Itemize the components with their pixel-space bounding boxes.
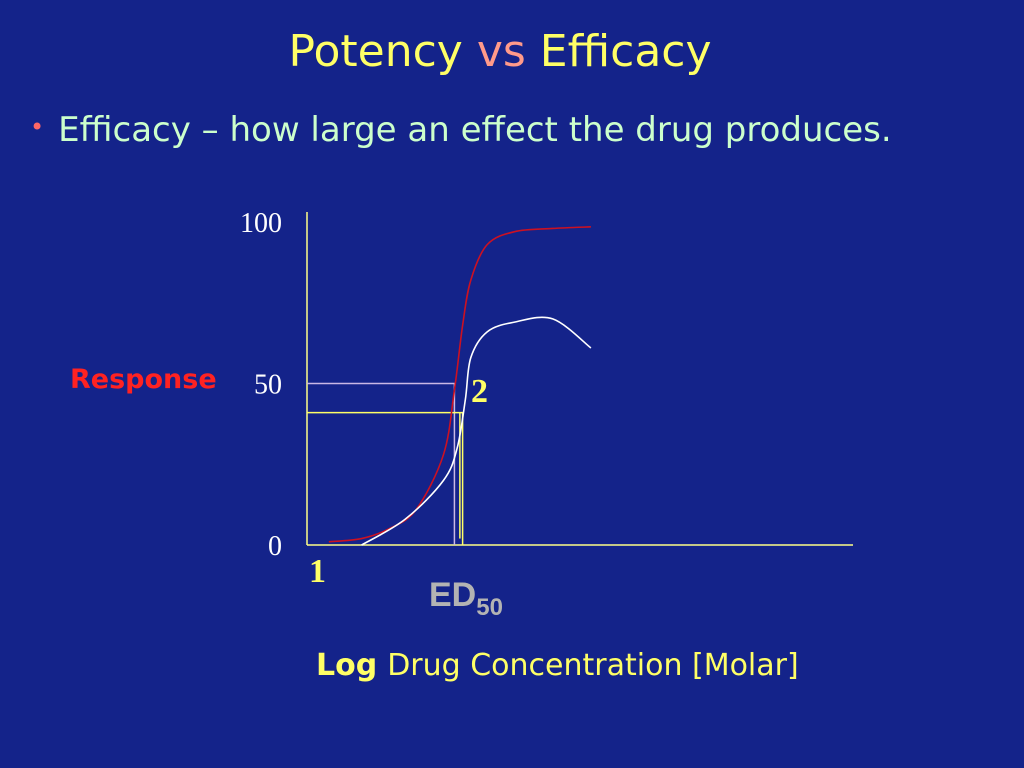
y-tick-50: 50	[254, 370, 282, 401]
ed50-subscript: 50	[476, 594, 503, 621]
x-axis-label-text: Drug Concentration [Molar]	[387, 648, 799, 683]
title-efficacy: Efficacy	[539, 26, 712, 77]
bullet-point: • Efficacy – how large an effect the drug…	[30, 110, 892, 150]
slide-title: Potency vs Efficacy	[0, 26, 1000, 77]
y-tick-100: 100	[240, 208, 282, 239]
guide-line-50	[307, 382, 456, 545]
y-tick-0: 0	[268, 531, 282, 562]
ed50-label: ED50	[429, 576, 503, 621]
curves	[328, 226, 592, 546]
title-vs: vs	[476, 26, 526, 77]
curve-1	[328, 226, 591, 543]
x-axis-label-log: Log	[316, 648, 378, 683]
curve-label-1: 1	[309, 553, 326, 590]
bullet-text: Efficacy – how large an effect the drug …	[58, 110, 892, 150]
bullet-dot-icon: •	[30, 113, 45, 141]
curve-label-2: 2	[471, 373, 488, 410]
x-axis-label: Log Drug Concentration [Molar]	[316, 648, 799, 683]
curve-2	[361, 316, 592, 546]
y-axis-label: Response	[70, 364, 217, 395]
title-potency: Potency	[288, 26, 463, 77]
ed50-main: ED	[429, 576, 476, 614]
guide-line-41	[307, 411, 464, 545]
